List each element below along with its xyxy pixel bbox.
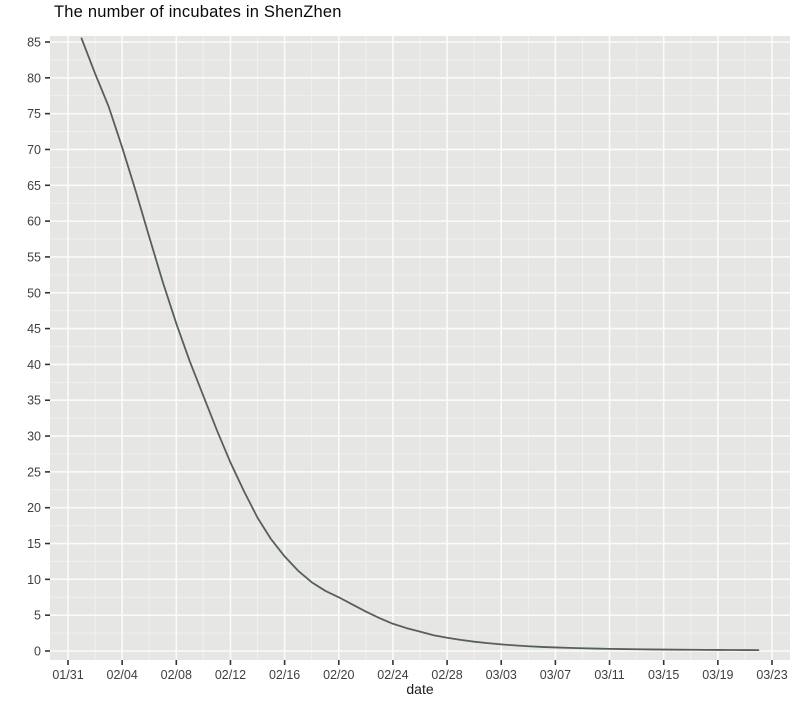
y-tick-label: 5 xyxy=(34,609,41,623)
y-tick-label: 80 xyxy=(27,71,41,85)
x-tick-label: 03/23 xyxy=(756,668,787,682)
y-tick-label: 0 xyxy=(34,645,41,659)
y-tick-label: 20 xyxy=(27,501,41,515)
y-tick-label: 70 xyxy=(27,143,41,157)
x-tick-label: 03/11 xyxy=(594,668,624,682)
x-tick-label: 02/12 xyxy=(215,668,246,682)
y-tick-label: 55 xyxy=(27,250,41,264)
x-axis-label: date xyxy=(406,681,434,697)
y-tick-label: 65 xyxy=(27,179,41,193)
chart-title: The number of incubates in ShenZhen xyxy=(54,3,342,21)
y-tick-label: 45 xyxy=(27,322,41,336)
y-tick-label: 60 xyxy=(27,215,41,229)
y-tick-label: 15 xyxy=(27,537,41,551)
x-tick-label: 01/31 xyxy=(52,668,83,682)
y-tick-label: 85 xyxy=(27,36,41,50)
x-tick-label: 02/04 xyxy=(107,668,138,682)
x-tick-label: 02/28 xyxy=(431,668,462,682)
y-tick-label: 25 xyxy=(27,465,41,479)
x-tick-label: 02/16 xyxy=(269,668,300,682)
x-tick-label: 03/03 xyxy=(486,668,517,682)
x-tick-label: 02/08 xyxy=(161,668,192,682)
x-tick-label: 03/19 xyxy=(702,668,733,682)
y-tick-label: 30 xyxy=(27,430,41,444)
y-tick-label: 50 xyxy=(27,286,41,300)
x-tick-label: 03/07 xyxy=(540,668,571,682)
y-tick-label: 10 xyxy=(27,573,41,587)
x-tick-label: 02/20 xyxy=(323,668,354,682)
x-tick-label: 03/15 xyxy=(648,668,679,682)
y-tick-label: 75 xyxy=(27,107,41,121)
incubates-line xyxy=(80,37,760,652)
y-tick-label: 40 xyxy=(27,358,41,372)
x-tick-label: 02/24 xyxy=(377,668,408,682)
y-tick-label: 35 xyxy=(27,394,41,408)
